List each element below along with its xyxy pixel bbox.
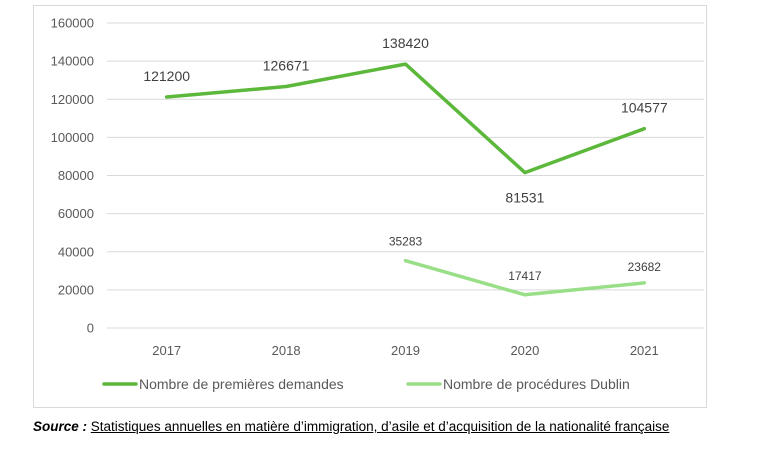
y-tick-label: 140000	[51, 54, 94, 69]
y-tick-label: 80000	[58, 168, 94, 183]
x-tick-label: 2017	[152, 343, 181, 358]
x-tick-label: 2019	[391, 343, 420, 358]
source-text: Statistiques annuelles en matière d’immi…	[90, 419, 670, 434]
data-label: 81531	[505, 190, 544, 206]
data-label: 23682	[628, 260, 662, 274]
y-tick-label: 20000	[58, 282, 94, 297]
x-tick-label: 2021	[630, 343, 659, 358]
data-label: 104577	[621, 100, 668, 116]
source-label: Source :	[33, 419, 88, 434]
x-tick-label: 2020	[510, 343, 539, 358]
y-tick-label: 160000	[51, 16, 94, 31]
series-line	[403, 258, 647, 297]
data-label: 17417	[508, 269, 542, 283]
y-tick-label: 0	[87, 321, 94, 336]
legend-label: Nombre de procédures Dublin	[443, 376, 630, 392]
x-tick-label: 2018	[272, 343, 301, 358]
y-tick-label: 100000	[51, 130, 94, 145]
data-label: 35283	[389, 235, 423, 249]
line-chart: 0 20000 40000 60000 80000 100000 120000 140000 1…	[51, 16, 704, 392]
data-label: 121200	[143, 68, 190, 84]
y-tick-label: 60000	[58, 206, 94, 221]
source-note: Source : Statistiques annuelles en matiè…	[33, 419, 669, 434]
y-tick-label: 40000	[58, 244, 94, 259]
data-label: 138420	[382, 35, 429, 51]
y-tick-label: 120000	[51, 92, 94, 107]
chart-area: 0 20000 40000 60000 80000 100000 120000 140000 1…	[33, 5, 707, 408]
data-label: 126671	[263, 58, 310, 74]
series-line	[164, 62, 647, 175]
legend-label: Nombre de premières demandes	[139, 376, 344, 392]
